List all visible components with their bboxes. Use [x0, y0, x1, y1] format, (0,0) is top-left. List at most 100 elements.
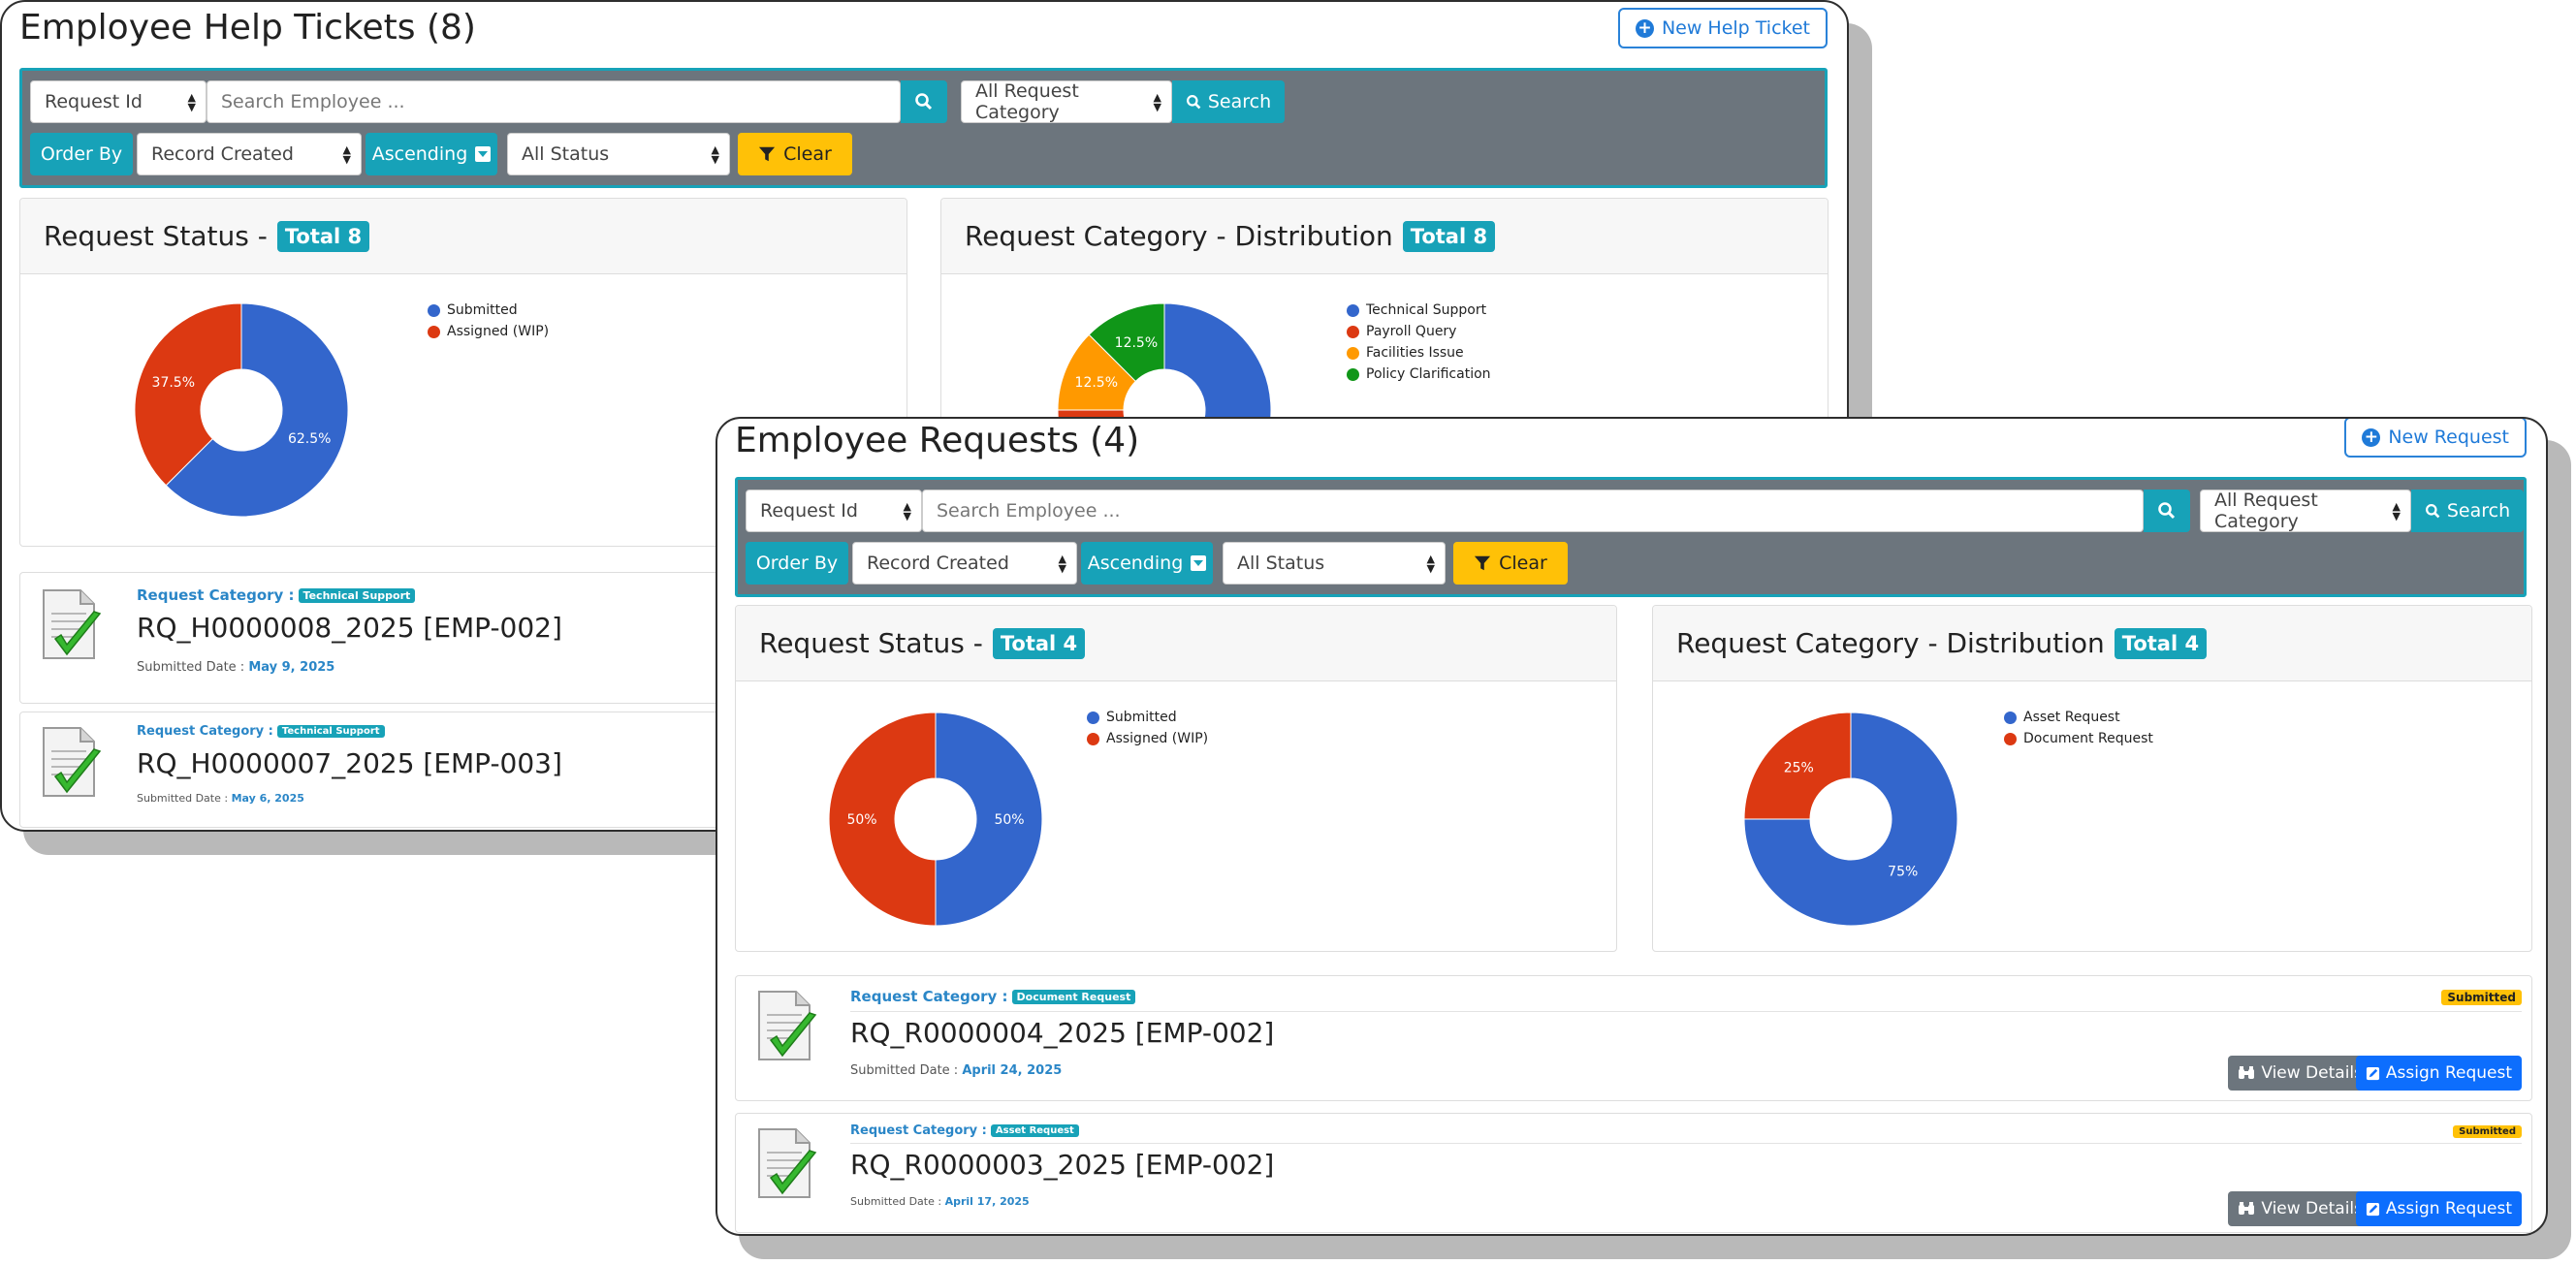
assign-request-button[interactable]: Assign Request — [2355, 1191, 2522, 1226]
legend-swatch — [1347, 303, 1359, 317]
search-icon-button[interactable] — [901, 80, 947, 123]
category-select[interactable]: All Request Category ▲ ▼ — [961, 80, 1172, 123]
legend-label: Facilities Issue — [1366, 345, 1464, 361]
request-field-select[interactable]: Request Id ▲ ▼ — [746, 490, 922, 532]
new-help-ticket-button[interactable]: + New Help Ticket — [1617, 8, 1828, 48]
legend-item[interactable]: Payroll Query — [1347, 321, 1491, 342]
status-select[interactable]: All Status ▲ ▼ — [1223, 542, 1446, 585]
date-value: May 9, 2025 — [248, 660, 335, 675]
slice-label: 62.5% — [288, 431, 331, 447]
search-input[interactable]: Search Employee ... — [207, 80, 901, 123]
search-icon-button[interactable] — [2144, 490, 2190, 532]
new-help-ticket-label: New Help Ticket — [1661, 17, 1810, 39]
search-input[interactable]: Search Employee ... — [922, 490, 2144, 532]
category-value: All Request Category — [975, 80, 1079, 123]
slice-label: 37.5% — [152, 375, 195, 391]
status-badge: Submitted — [2441, 990, 2522, 1005]
select-caret-icon: ▲ ▼ — [903, 500, 911, 522]
select-caret-icon: ▲ ▼ — [1426, 553, 1435, 575]
sort-field-value: Record Created — [151, 143, 294, 165]
request-category: Request Category : Asset Request — [850, 1123, 1079, 1138]
legend-item[interactable]: Facilities Issue — [1347, 342, 1491, 364]
view-details-button[interactable]: View Details — [2228, 1056, 2372, 1091]
request-field-select[interactable]: Request Id ▲ ▼ — [30, 80, 207, 123]
request-category: Request Category : Technical Support — [137, 586, 416, 604]
clear-button[interactable]: Clear — [738, 133, 852, 175]
filter-icon — [1475, 555, 1491, 571]
pie-slice-document-request[interactable] — [1743, 712, 1852, 820]
document-check-icon — [43, 727, 102, 797]
select-caret-icon: ▲ ▼ — [1058, 553, 1066, 575]
sort-field-select[interactable]: Record Created ▲ ▼ — [852, 542, 1077, 585]
request-id[interactable]: RQ_R0000004_2025 [EMP-002] — [850, 1017, 1275, 1049]
sort-direction-button[interactable]: Ascending — [366, 133, 497, 175]
legend-swatch — [2004, 711, 2017, 724]
search-icon — [2425, 503, 2440, 518]
legend-item[interactable]: Policy Clarification — [1347, 364, 1491, 385]
caret-square-down-icon — [1191, 555, 1207, 571]
request-id[interactable]: RQ_R0000003_2025 [EMP-002] — [850, 1149, 1275, 1181]
pie-slice-submitted[interactable] — [165, 302, 349, 518]
category-value: All Request Category — [2214, 490, 2318, 532]
search-button[interactable]: Search — [1172, 80, 1285, 123]
chart-legend: Technical Support Payroll Query Facilities… — [1347, 300, 1491, 385]
list-item[interactable]: Request Category : Asset Request Submitte… — [735, 1113, 2532, 1233]
chart-legend: Submitted Assigned (WIP) — [428, 300, 549, 342]
document-check-icon — [758, 1128, 817, 1198]
legend-label: Submitted — [447, 302, 518, 318]
request-category: Request Category : Technical Support — [137, 724, 385, 739]
search-icon — [1186, 94, 1201, 109]
request-category-donut-chart: 75% 25% — [1743, 712, 1958, 927]
search-button-label: Search — [2446, 500, 2511, 522]
date-label: Submitted Date : — [850, 1063, 959, 1078]
binoculars-icon — [2239, 1066, 2255, 1079]
new-request-button[interactable]: + New Request — [2344, 419, 2527, 458]
slice-label: 12.5% — [1115, 335, 1158, 351]
legend-item[interactable]: Technical Support — [1347, 300, 1491, 321]
chart-legend: Submitted Assigned (WIP) — [1087, 707, 1208, 749]
request-category: Request Category : Document Request — [850, 988, 1136, 1005]
legend-item[interactable]: Document Request — [2004, 728, 2153, 749]
filter-bar: Request Id ▲ ▼ Search Employee ... All Req… — [19, 68, 1828, 188]
submitted-date: Submitted Date : May 6, 2025 — [137, 792, 304, 805]
request-id[interactable]: RQ_H0000008_2025 [EMP-002] — [137, 612, 562, 644]
legend-item[interactable]: Submitted — [428, 300, 549, 321]
submitted-date: Submitted Date : April 17, 2025 — [850, 1195, 1030, 1208]
category-select[interactable]: All Request Category ▲ ▼ — [2200, 490, 2411, 532]
legend-swatch — [2004, 732, 2017, 745]
legend-label: Assigned (WIP) — [447, 324, 550, 339]
clear-label: Clear — [1499, 553, 1547, 574]
assign-request-button[interactable]: Assign Request — [2355, 1056, 2522, 1091]
legend-item[interactable]: Assigned (WIP) — [1087, 728, 1208, 749]
status-select[interactable]: All Status ▲ ▼ — [507, 133, 730, 175]
pie-slice-asset-request[interactable] — [1743, 712, 1958, 927]
legend-swatch — [1347, 325, 1359, 338]
sort-field-select[interactable]: Record Created ▲ ▼ — [137, 133, 362, 175]
request-id[interactable]: RQ_H0000007_2025 [EMP-003] — [137, 747, 562, 779]
pie-slice-policy-clarification[interactable] — [1088, 302, 1165, 383]
search-button[interactable]: Search — [2411, 490, 2524, 532]
legend-item[interactable]: Asset Request — [2004, 707, 2153, 728]
select-caret-icon: ▲ ▼ — [1153, 91, 1161, 113]
slice-label: 75% — [1888, 865, 1918, 880]
card-title: Request Category - Distribution — [1676, 627, 2105, 659]
new-request-label: New Request — [2388, 427, 2509, 448]
chart-legend: Asset Request Document Request — [2004, 707, 2153, 749]
legend-item[interactable]: Submitted — [1087, 707, 1208, 728]
legend-item[interactable]: Assigned (WIP) — [428, 321, 549, 342]
pie-slice-submitted[interactable] — [935, 712, 1043, 927]
assign-request-label: Assign Request — [2385, 1199, 2512, 1218]
category-label: Request Category : — [137, 724, 273, 739]
pie-slice-assigned-wip-[interactable] — [828, 712, 937, 927]
legend-label: Document Request — [2023, 731, 2153, 746]
card-title: Request Category - Distribution — [965, 220, 1393, 252]
date-value: May 6, 2025 — [231, 792, 304, 805]
view-details-button[interactable]: View Details — [2228, 1191, 2372, 1226]
card-title: Request Status - — [759, 627, 983, 659]
sort-direction-button[interactable]: Ascending — [1081, 542, 1213, 585]
sort-direction-label: Ascending — [1087, 553, 1184, 574]
list-item[interactable]: Request Category : Document Request Submi… — [735, 975, 2532, 1101]
pie-slice-assigned-wip-[interactable] — [134, 302, 242, 487]
search-button-label: Search — [1207, 91, 1272, 112]
clear-button[interactable]: Clear — [1453, 542, 1568, 585]
